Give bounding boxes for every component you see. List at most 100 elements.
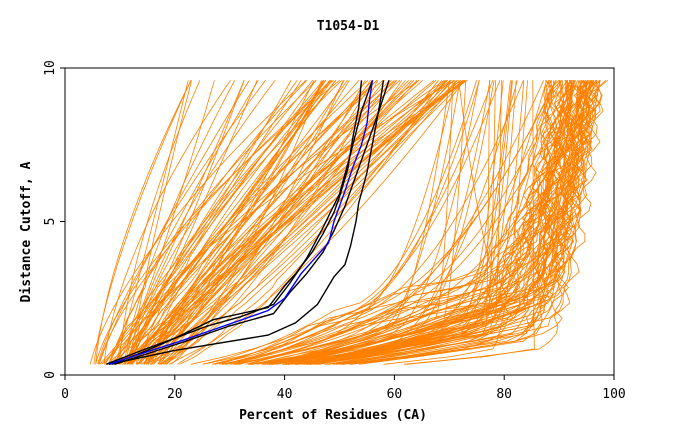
x-tick-label-3: 60 (387, 387, 403, 402)
bulk-curve-22 (285, 80, 573, 365)
bulk-curve-201 (297, 80, 513, 365)
bulk-curve-194 (225, 80, 576, 365)
bulk-curve-197 (295, 80, 504, 365)
bulk-curve-135 (137, 80, 401, 365)
bulk-curve-166 (268, 80, 495, 365)
bulk-curve-169 (297, 80, 467, 365)
bulk-curve-183 (238, 80, 557, 365)
bulk-curve-107 (137, 80, 345, 365)
bulk-curve-192 (314, 80, 490, 365)
y-tick-label-1: 5 (43, 218, 58, 226)
bulk-curve-155 (131, 80, 348, 365)
bulk-curve-145 (122, 80, 245, 365)
bulk-curve-203 (310, 80, 502, 365)
bulk-curve-190 (342, 80, 583, 365)
bulk-curve-185 (287, 80, 590, 365)
bulk-curve-173 (202, 80, 477, 365)
bulk-curve-178 (269, 80, 450, 365)
bulk-curve-162 (103, 80, 231, 365)
bulk-curve-19 (251, 79, 592, 365)
series-line-4 (108, 80, 374, 365)
bulk-curve-164 (124, 80, 302, 365)
bulk-curve-79 (157, 80, 447, 365)
bulk-curve-175 (253, 80, 544, 365)
bulk-curve-109 (164, 80, 379, 365)
y-axis-label: Distance Cutoff, A (19, 161, 34, 302)
bulk-curve-196 (269, 80, 461, 365)
bulk-curve-154 (107, 80, 327, 365)
bulk-curve-157 (93, 80, 192, 365)
bulk-curve-114 (112, 80, 378, 365)
series-line-3 (114, 80, 390, 365)
bulk-curve-202 (340, 80, 588, 365)
bulk-curve-10 (269, 80, 563, 365)
bulk-curve-193 (287, 80, 518, 365)
bulk-curve-64 (309, 80, 601, 365)
highlight-curves (105, 80, 390, 365)
x-tick-label-4: 80 (496, 387, 512, 402)
bulk-curve-151 (114, 80, 245, 365)
bulk-curve-195 (383, 80, 528, 365)
y-tick-label-0: 0 (43, 371, 58, 379)
chart-title: T1054-D1 (317, 19, 380, 34)
x-tick-label-2: 40 (277, 387, 293, 402)
x-tick-label-5: 100 (602, 387, 625, 402)
bulk-curve-136 (112, 80, 398, 365)
bulk-curve-152 (98, 80, 250, 365)
y-tick-label-2: 10 (43, 60, 58, 76)
series-line-1 (108, 80, 385, 365)
bulk-curve-170 (238, 80, 598, 365)
bulk-curve-176 (271, 80, 480, 365)
bulk-curves (89, 79, 608, 365)
bulk-curve-52 (308, 80, 554, 365)
bulk-curve-150 (115, 80, 189, 365)
bulk-curve-66 (262, 80, 574, 365)
bulk-curve-127 (159, 79, 468, 365)
bulk-curve-122 (159, 80, 463, 365)
bulk-curve-99 (161, 80, 458, 365)
bulk-curve-188 (212, 80, 480, 365)
bulk-curve-69 (306, 80, 571, 365)
bulk-curve-156 (123, 80, 236, 365)
bulk-curve-65 (341, 80, 595, 365)
bulk-curve-198 (306, 80, 575, 365)
bulk-curve-23 (251, 80, 597, 365)
bulk-curve-129 (124, 79, 420, 365)
bulk-curve-117 (129, 79, 449, 365)
bulk-curve-20 (350, 80, 601, 365)
bulk-curve-171 (212, 80, 524, 365)
bulk-curve-180 (281, 80, 511, 365)
bulk-curve-163 (130, 80, 308, 365)
bulk-curve-134 (143, 80, 366, 365)
bulk-curve-57 (250, 80, 595, 365)
bulk-curve-67 (295, 80, 602, 365)
axis-ticks: 0 20 40 60 80 100 0 5 10 (43, 60, 626, 402)
bulk-curve-186 (301, 80, 496, 365)
bulk-curve-141 (89, 80, 307, 365)
bulk-curve-62 (202, 80, 577, 365)
bulk-curve-139 (150, 80, 378, 365)
bulk-curve-179 (233, 80, 456, 365)
bulk-curve-160 (95, 79, 340, 365)
bulk-curve-108 (140, 80, 466, 365)
bulk-curve-59 (235, 80, 574, 365)
bulk-curve-53 (263, 80, 554, 365)
bulk-curve-44 (304, 80, 606, 365)
bulk-curve-91 (169, 80, 465, 365)
bulk-curve-50 (294, 79, 601, 365)
bulk-curve-41 (256, 80, 585, 365)
x-tick-label-1: 20 (167, 387, 183, 402)
bulk-curve-133 (149, 80, 439, 365)
bulk-curve-181 (266, 80, 586, 365)
bulk-curve-204 (222, 80, 494, 365)
bulk-curve-73 (170, 80, 344, 365)
bulk-curve-100 (158, 80, 315, 365)
bulk-curve-158 (128, 80, 276, 365)
bulk-curve-191 (214, 80, 562, 365)
bulk-curve-138 (157, 79, 464, 365)
bulk-curve-187 (296, 80, 517, 365)
x-tick-label-0: 0 (61, 387, 69, 402)
bulk-curve-40 (275, 80, 576, 365)
bulk-curve-21 (234, 80, 572, 365)
bulk-curve-200 (264, 80, 491, 365)
